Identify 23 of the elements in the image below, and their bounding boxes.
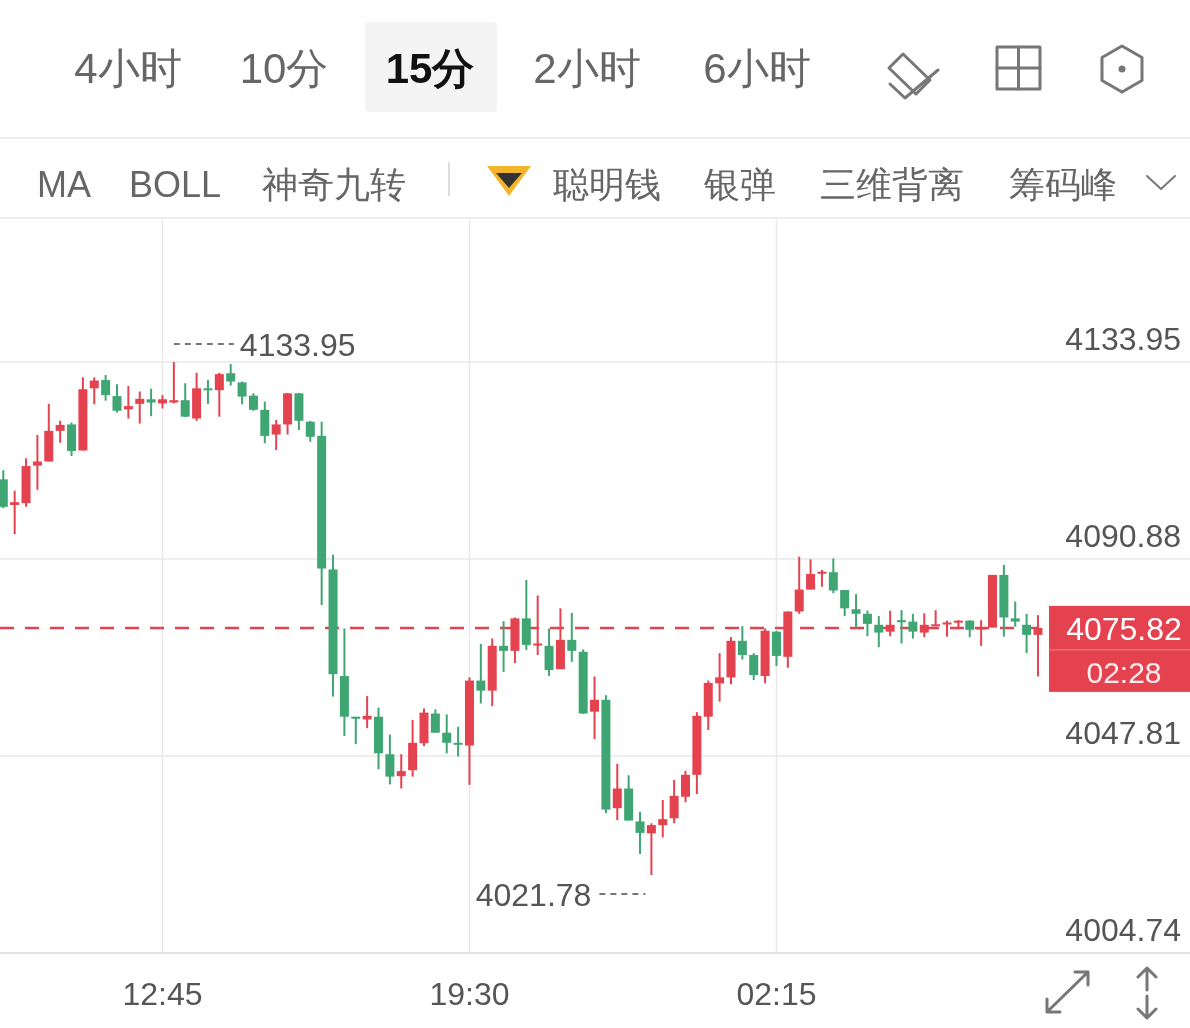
- text: MA: [37, 164, 91, 205]
- text: 2小时: [533, 45, 641, 92]
- y-tick-label: 4047.81: [1065, 715, 1181, 752]
- annotation: 4133.95: [239, 327, 356, 364]
- text: 6小时: [703, 45, 811, 92]
- x-tick-label: 19:30: [429, 976, 510, 1012]
- y-tick-label: 4004.74: [1065, 912, 1181, 948]
- text: 02:28: [1086, 655, 1162, 689]
- ref-line-label: 4075.82: [1066, 610, 1182, 647]
- y-tick-label: 4090.88: [1065, 518, 1181, 555]
- text: 4小时: [74, 45, 182, 92]
- text: BOLL: [128, 164, 222, 205]
- x-tick-label: 12:45: [122, 976, 203, 1012]
- text: 神奇九转: [262, 164, 406, 205]
- text: 15分: [385, 45, 475, 92]
- text: 聪明钱: [553, 164, 661, 205]
- text: 10分: [239, 45, 329, 92]
- y-tick-label: 4133.95: [1065, 321, 1181, 358]
- text: 筹码峰: [1009, 164, 1117, 205]
- x-tick-label: 02:15: [736, 976, 817, 1012]
- text: 三维背离: [820, 164, 964, 205]
- text: 银弹: [703, 164, 776, 205]
- annotation: 4021.78: [475, 877, 592, 914]
